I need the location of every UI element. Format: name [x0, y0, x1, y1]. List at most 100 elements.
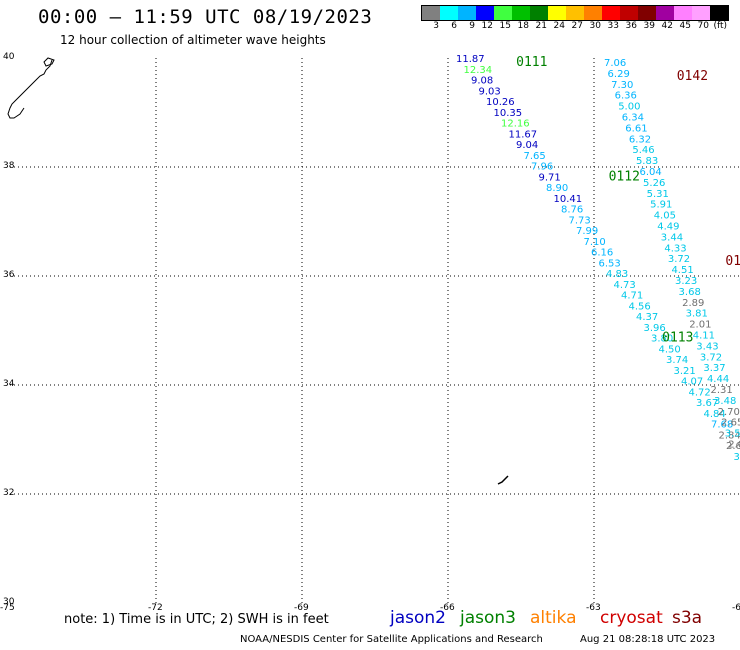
legend-label: 18	[517, 21, 529, 31]
swh-value-track-b: 5.26	[643, 178, 665, 189]
legend-swatch	[638, 6, 656, 20]
legend-swatch	[512, 6, 530, 20]
legend-swatch	[692, 6, 710, 20]
swh-value-track-b: 5.91	[650, 200, 672, 211]
swh-value-track-b: 3.72	[668, 254, 690, 265]
legend-label: 45	[679, 21, 691, 31]
swh-value-track-a: 10.35	[494, 108, 523, 119]
satellite-name-jason3: jason3	[460, 608, 516, 628]
swh-value-track-b: 5.00	[618, 102, 640, 113]
legend-swatch	[656, 6, 674, 20]
bermuda-island	[497, 475, 509, 485]
swh-value-track-a: 12.34	[464, 65, 493, 76]
legend-swatch	[440, 6, 458, 20]
swh-value-track-b: 6.34	[622, 113, 644, 124]
legend-label: 39	[643, 21, 655, 31]
swh-value-track-a: 7.96	[531, 162, 553, 173]
swh-value-track-a: 12.16	[501, 119, 530, 130]
satellite-name-altika: altika	[530, 608, 577, 628]
swh-value-track-a: 4.50	[659, 344, 681, 355]
coastline-island	[43, 57, 55, 67]
legend-label: 70	[697, 21, 709, 31]
legend-swatch	[458, 6, 476, 20]
swh-value-track-b: 3.37	[703, 363, 725, 374]
swh-value-track-a: 4.07	[681, 377, 703, 388]
pass-id-label: 0142	[677, 69, 708, 84]
swh-value-track-a: 7.99	[576, 226, 598, 237]
swh-value-track-a: 2.84	[719, 430, 740, 441]
legend-label: 9	[469, 21, 475, 31]
swh-value-track-a: 7.68	[711, 420, 733, 431]
swh-value-track-b: 4.51	[671, 265, 693, 276]
swh-value-track-a: 2.61	[726, 441, 740, 452]
swh-value-track-b: 6.61	[625, 123, 647, 134]
footer-credit: NOAA/NESDIS Center for Satellite Applica…	[240, 634, 543, 645]
swh-value-track-a: 9.08	[471, 76, 493, 87]
swh-value-track-b: 3.5	[725, 429, 740, 440]
legend-label: 3	[433, 21, 439, 31]
swh-value-track-b: 2.0	[728, 440, 740, 451]
lon-tick-label: -66	[440, 603, 455, 613]
swh-value-track-b: 2.01	[689, 320, 711, 331]
pass-id-label: 0113	[662, 330, 693, 345]
swh-value-track-a: 10.26	[486, 97, 515, 108]
swh-value-track-b: 7.06	[604, 58, 626, 69]
page-title: 00:00 – 11:59 UTC 08/19/2023	[38, 6, 373, 28]
swh-value-track-a: 10.41	[554, 194, 583, 205]
swh-value-track-b: 4.11	[693, 331, 715, 342]
legend-swatch	[620, 6, 638, 20]
swh-value-track-a: 4.73	[614, 280, 636, 291]
swh-value-track-a: 4.71	[621, 291, 643, 302]
legend-label: 27	[571, 21, 583, 31]
swh-value-track-a: 6.16	[591, 248, 613, 259]
legend-label: 30	[589, 21, 601, 31]
swh-value-track-b: 4.44	[707, 374, 729, 385]
legend-swatch	[422, 6, 440, 20]
swh-value-track-b: 3.44	[661, 232, 683, 243]
swh-value-track-b: 3.43	[696, 341, 718, 352]
swh-value-track-b: 6.04	[640, 167, 662, 178]
swh-value-track-b: 4.49	[657, 222, 679, 233]
satellite-name-jason2: jason2	[390, 608, 446, 628]
swh-value-track-a: 3.74	[666, 355, 688, 366]
swh-value-track-a: 7.10	[584, 237, 606, 248]
pass-id-label: 0111	[516, 55, 547, 70]
lat-tick-label: 38	[3, 161, 15, 171]
legend-swatch	[476, 6, 494, 20]
legend-swatch	[548, 6, 566, 20]
swh-value-track-b: 5.83	[636, 156, 658, 167]
legend-label: 15	[499, 21, 511, 31]
legend-label: 33	[607, 21, 619, 31]
pass-id-label: 0141	[725, 254, 740, 269]
swh-value-track-a: 4.84	[704, 409, 726, 420]
swh-value-track-a: 7.65	[524, 151, 546, 162]
swh-value-track-a: 8.76	[561, 205, 583, 216]
footer-timestamp: Aug 21 08:28:18 UTC 2023	[580, 634, 716, 645]
swh-value-track-b: 6.32	[629, 134, 651, 145]
swh-value-track-a: 3.96	[644, 323, 666, 334]
legend-swatch	[710, 6, 728, 20]
legend-swatch	[584, 6, 602, 20]
lat-tick-label: 32	[3, 488, 15, 498]
lat-tick-label: 30	[3, 597, 15, 607]
lat-tick-label: 36	[3, 270, 15, 280]
lon-tick-label: -69	[294, 603, 309, 613]
swh-value-track-b: 2.31	[711, 385, 733, 396]
swh-value-track-b: 3.72	[700, 352, 722, 363]
swh-value-track-b: 7.30	[611, 80, 633, 91]
legend-label: 6	[451, 21, 457, 31]
legend-swatch	[566, 6, 584, 20]
swh-value-track-b: 2.89	[682, 298, 704, 309]
lon-tick-label: -63	[586, 603, 601, 613]
swh-value-track-a: 9.04	[516, 140, 538, 151]
swh-value-track-a: 8.90	[546, 183, 568, 194]
units-note: note: 1) Time is in UTC; 2) SWH is in fe…	[64, 612, 329, 627]
lon-tick-label: -75	[0, 603, 15, 613]
swh-value-track-a: 3.67	[696, 398, 718, 409]
legend-label: (ft)	[713, 21, 727, 31]
legend-swatch	[494, 6, 512, 20]
swh-value-track-a: 7.73	[569, 215, 591, 226]
color-legend-bar	[421, 5, 729, 21]
